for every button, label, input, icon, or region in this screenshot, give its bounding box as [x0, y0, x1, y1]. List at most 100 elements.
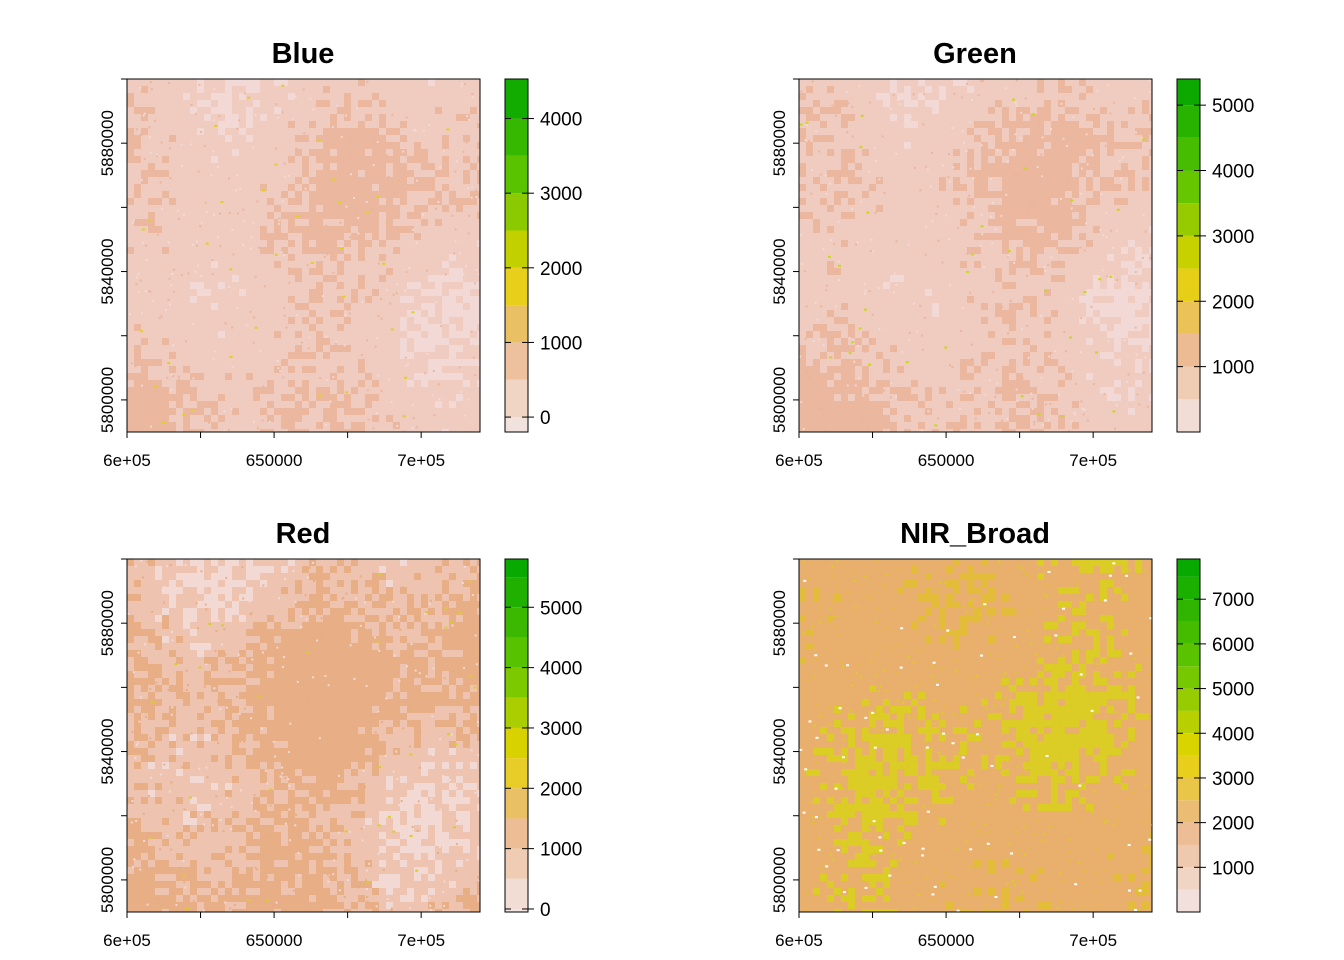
raster-cell — [883, 100, 890, 107]
raster-cell — [449, 352, 456, 359]
raster-speckle — [1094, 872, 1097, 875]
legend-label: 3000 — [540, 719, 582, 740]
raster-cell — [358, 247, 365, 254]
raster-cell — [1135, 303, 1142, 310]
raster-cell — [820, 748, 827, 755]
raster-cell — [183, 422, 190, 429]
raster-cell — [988, 636, 995, 643]
raster-speckle — [238, 119, 241, 122]
raster-cell — [1030, 156, 1037, 163]
raster-cell — [1065, 664, 1072, 671]
raster-speckle — [896, 643, 899, 646]
raster-cell — [449, 254, 456, 261]
raster-cell — [281, 678, 288, 685]
raster-cell — [358, 142, 365, 149]
raster-cell — [1065, 184, 1072, 191]
raster-cell — [946, 797, 953, 804]
raster-cell — [428, 650, 435, 657]
raster-cell — [274, 867, 281, 874]
raster-cell — [960, 373, 967, 380]
raster-cell — [204, 415, 211, 422]
raster-cell — [218, 100, 225, 107]
raster-cell — [295, 685, 302, 692]
raster-cell — [127, 895, 134, 902]
raster-cell — [988, 107, 995, 114]
raster-cell — [267, 240, 274, 247]
raster-cell — [148, 219, 155, 226]
raster-cell — [1058, 184, 1065, 191]
raster-cell — [862, 380, 869, 387]
raster-speckle — [1144, 261, 1147, 264]
raster-cell — [1002, 170, 1009, 177]
raster-cell — [309, 881, 316, 888]
raster-cell — [246, 713, 253, 720]
raster-cell — [1086, 289, 1093, 296]
raster-cell — [281, 408, 288, 415]
raster-cell — [267, 685, 274, 692]
raster-highlight — [365, 881, 369, 884]
raster-cell — [1037, 184, 1044, 191]
raster-cell — [1128, 317, 1135, 324]
raster-cell — [1009, 163, 1016, 170]
raster-cell — [400, 699, 407, 706]
raster-speckle — [422, 213, 425, 216]
raster-cell — [1149, 149, 1152, 156]
legend-color-bin — [505, 788, 528, 819]
raster-cell — [1107, 643, 1114, 650]
raster-cell — [799, 163, 806, 170]
raster-cell — [344, 163, 351, 170]
raster-cell — [127, 394, 134, 401]
raster-highlight — [1109, 275, 1113, 278]
raster-cell — [148, 380, 155, 387]
raster-cell — [1030, 345, 1037, 352]
raster-speckle — [1021, 328, 1024, 331]
raster-cell — [1023, 720, 1030, 727]
raster-speckle — [277, 367, 280, 370]
raster-highlight — [154, 385, 158, 388]
raster-cell — [862, 839, 869, 846]
raster-cell — [225, 713, 232, 720]
raster-cell — [1121, 261, 1128, 268]
raster-cell — [841, 846, 848, 853]
raster-cell — [323, 184, 330, 191]
raster-cell — [379, 601, 386, 608]
raster-cell — [1093, 699, 1100, 706]
legend-color-bin — [505, 607, 528, 638]
raster-cell — [834, 783, 841, 790]
raster-cell — [848, 860, 855, 867]
raster-cell — [848, 734, 855, 741]
raster-cell — [288, 769, 295, 776]
raster-highlight — [1142, 138, 1146, 141]
raster-cell — [288, 748, 295, 755]
raster-cell — [449, 345, 456, 352]
raster-cell — [365, 650, 372, 657]
y-tick-label: 5800000 — [98, 367, 117, 433]
raster-cell — [911, 797, 918, 804]
raster-speckle — [186, 684, 189, 687]
raster-cell — [274, 664, 281, 671]
raster-highlight — [174, 663, 178, 666]
raster-speckle — [301, 341, 304, 344]
raster-cell — [218, 394, 225, 401]
raster-cell — [414, 664, 421, 671]
raster-cell — [428, 699, 435, 706]
raster-speckle — [922, 682, 925, 685]
raster-cell — [400, 226, 407, 233]
raster-cell — [253, 734, 260, 741]
raster-speckle — [279, 370, 282, 373]
raster-speckle — [835, 382, 838, 385]
raster-speckle — [1096, 89, 1099, 92]
raster-cell — [1100, 352, 1107, 359]
raster-cell — [141, 219, 148, 226]
raster-cell — [176, 685, 183, 692]
raster-cell — [1121, 331, 1128, 338]
raster-cell — [876, 776, 883, 783]
raster-speckle — [137, 273, 140, 276]
raster-cell — [1142, 296, 1149, 303]
raster-speckle — [871, 313, 874, 316]
raster-highlight — [340, 247, 344, 250]
raster-cell — [232, 580, 239, 587]
raster-speckle — [411, 826, 414, 829]
raster-cell — [988, 594, 995, 601]
raster-cell — [974, 573, 981, 580]
